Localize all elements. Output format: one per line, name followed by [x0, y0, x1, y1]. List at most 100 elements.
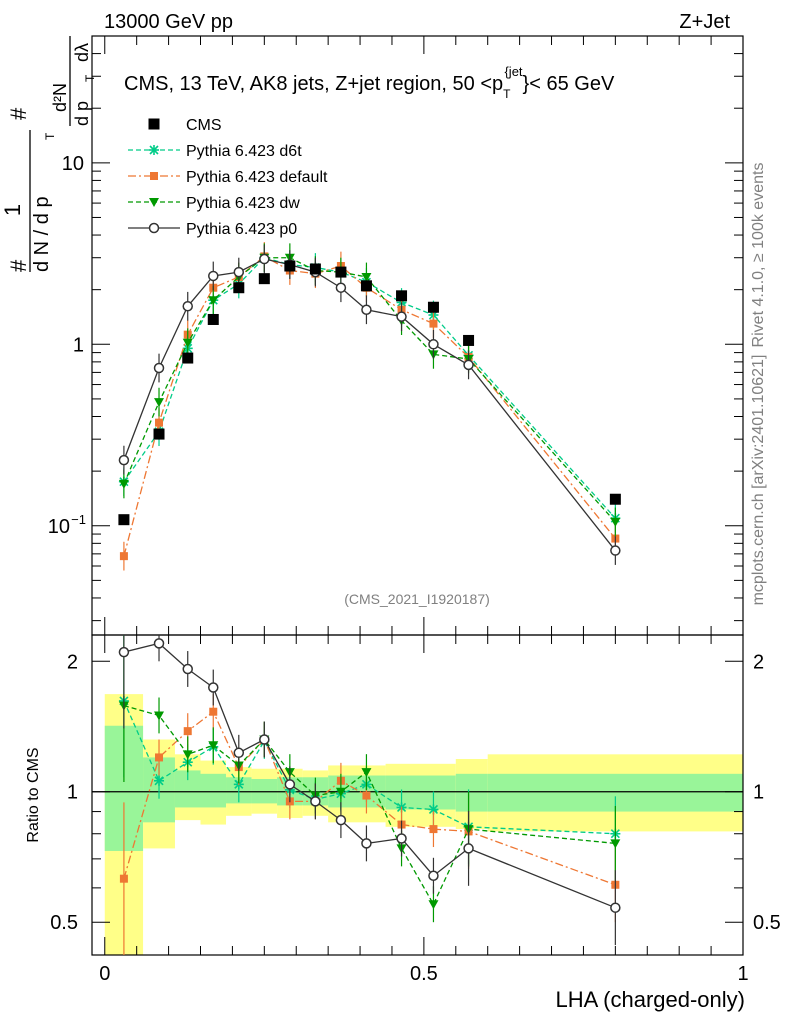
series-line-3: [123, 257, 616, 523]
ratio-line-0: [123, 700, 616, 835]
ytick-label-ratio-right-1: 1: [753, 782, 764, 804]
cms-point-7: [309, 263, 321, 275]
point-4-0: [118, 454, 130, 466]
point-3-1: [154, 398, 165, 408]
ratio-point-3-13: [610, 902, 621, 913]
ratio-point-3-6: [284, 779, 296, 790]
cms-point-4: [233, 282, 245, 294]
ratio-point-3-0: [118, 646, 130, 658]
cms-point-6: [284, 260, 296, 272]
ytick-label-main-0: 10: [48, 516, 70, 538]
ratio-line-2: [123, 705, 616, 906]
point-4-5: [259, 253, 270, 265]
point-4-3: [208, 270, 219, 282]
point-4-8: [335, 282, 347, 293]
cms-point-9: [360, 280, 372, 292]
cms-point-5: [258, 273, 270, 285]
legend-marker-1: [149, 145, 159, 155]
ratio-line-3: [123, 642, 616, 909]
ratio-uncertainty-bands: [104, 694, 743, 955]
legend-label-4: Pythia 6.423 p0: [186, 221, 297, 238]
xtick-label-0: 0: [99, 963, 110, 985]
legend-label-2: Pythia 6.423 default: [186, 169, 328, 186]
ratio-point-3-11: [428, 870, 439, 881]
analysis-id: (CMS_2021_I1920187): [344, 591, 490, 607]
ratio-point-0-11-stroke: [428, 804, 439, 815]
ratio-point-0-1: [154, 775, 165, 786]
cms-point-12: [463, 334, 475, 346]
band-green-3: [200, 773, 227, 808]
point-3-3: [208, 296, 219, 306]
cms-point-2: [182, 352, 194, 364]
svg-text:1: 1: [0, 204, 25, 216]
legend-label-1: Pythia 6.423 d6t: [186, 143, 302, 160]
ratio-point-3-12: [463, 843, 474, 854]
ytick-exp-main-0: −1: [71, 512, 86, 527]
legend-marker-4: [148, 222, 160, 234]
cms-point-13: [609, 493, 621, 505]
point-4-4: [233, 266, 245, 278]
cms-point-3: [207, 313, 219, 325]
ratio-point-3-1: [153, 638, 165, 649]
point-4-10: [396, 311, 407, 322]
point-3-13: [610, 517, 621, 527]
series-line-4: [123, 258, 616, 551]
point-2-11: [429, 319, 438, 328]
header-right: Z+Jet: [679, 11, 730, 33]
ratio-frame: [91, 634, 744, 956]
ytick-label-ratio-right-2: 2: [753, 651, 764, 673]
point-4-12: [463, 359, 474, 371]
xtick-label-1: 0.5: [410, 963, 438, 985]
ratio-point-2-11: [428, 900, 439, 910]
point-2-0: [119, 552, 128, 561]
ratio-point-1-11: [429, 825, 438, 834]
svg-text:d N / d p: d N / d p: [31, 196, 53, 272]
cms-point-8: [335, 266, 347, 278]
ratio-point-3-5: [259, 734, 270, 745]
point-3-2: [182, 338, 193, 348]
xtick-label-2: 1: [737, 963, 748, 985]
chart-title: CMS, 13 TeV, AK8 jets, Z+jet region, 50 …: [124, 64, 615, 101]
svg-text:d p: d p: [72, 101, 92, 126]
ratio-point-2-3: [208, 741, 219, 751]
ratio-panel-axes: 0 0.5 1 0.5 0.5 1 1 2 2: [50, 634, 781, 985]
ratio-point-1-0: [119, 874, 128, 883]
point-4-9: [361, 304, 372, 316]
ytick-label-ratio-right-0: 0.5: [753, 912, 781, 934]
series-line-2: [123, 255, 616, 557]
ratio-point-3-3: [208, 682, 219, 693]
cms-point-1: [153, 428, 165, 440]
series-line-1: [123, 256, 616, 519]
main-ylabel: # 1 d N / d p T # d²N d p T dλ: [0, 36, 97, 272]
svg-text:dλ: dλ: [72, 43, 92, 62]
ratio-point-3-4: [233, 747, 245, 759]
legend-marker-0: [148, 118, 160, 130]
ratio-point-1-2: [183, 727, 192, 736]
point-4-1: [153, 362, 165, 374]
ratio-point-3-2: [182, 663, 193, 675]
ratio-point-3-8: [335, 814, 347, 826]
ratio-ylabel: Ratio to CMS: [25, 747, 42, 842]
legend-marker-1-stroke: [149, 145, 159, 155]
ratio-point-0-1-stroke: [154, 776, 164, 786]
mcplots-label: mcplots.cern.ch [arXiv:2401.10621]: [750, 355, 767, 606]
legend-marker-2: [150, 172, 158, 180]
header-left: 13000 GeV pp: [104, 11, 233, 33]
legend-marker-3: [149, 198, 159, 207]
point-4-11: [428, 339, 439, 350]
main-panel-series: [118, 242, 621, 571]
legend-label-0: CMS: [186, 117, 222, 134]
svg-text:#: #: [6, 107, 31, 120]
point-2-1: [155, 418, 164, 427]
legend: CMS Pythia 6.423 d6t Pythia 6.423 default P…: [128, 117, 328, 238]
ratio-point-3-10: [396, 833, 407, 844]
cms-point-10: [396, 290, 408, 302]
ytick-label-ratio-1: 1: [67, 782, 78, 804]
cms-point-11: [427, 301, 439, 313]
rivet-label: Rivet 4.1.0, ≥ 100k events: [750, 163, 767, 348]
ratio-point-2-2: [182, 750, 193, 760]
ratio-point-2-13: [610, 839, 621, 849]
svg-text:#: #: [6, 259, 31, 272]
cms-point-0: [118, 514, 130, 526]
